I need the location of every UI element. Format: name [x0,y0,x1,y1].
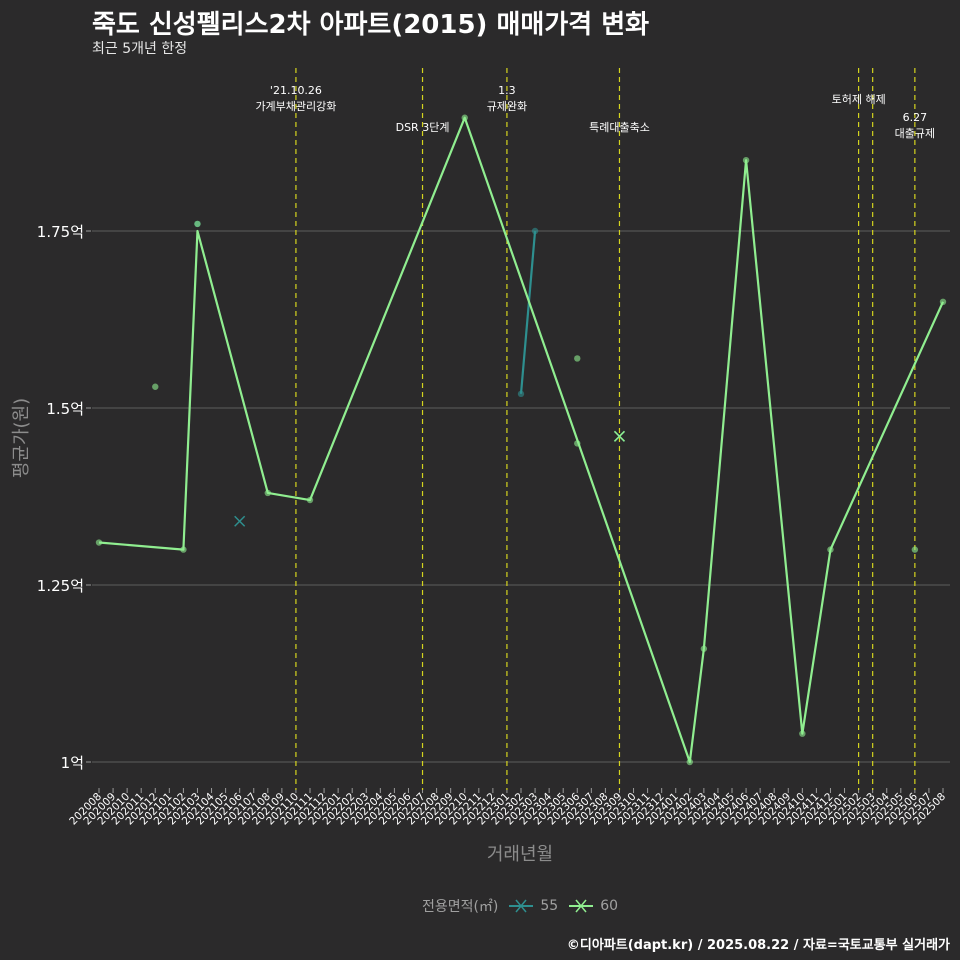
data-point-60 [686,758,693,766]
x-axis-label: 거래년월 [486,844,554,865]
data-point-60 [152,383,159,390]
legend-label-60: 60 [600,898,619,914]
y-tick-label: 1.25억 [37,577,84,595]
data-point-60 [574,355,581,362]
cross-marker-55 [234,515,246,527]
event-label: DSR 3단계 [396,121,450,134]
data-point-60 [264,489,271,497]
data-point-60 [461,114,468,121]
legend-title: 전용면적(㎡) [421,899,499,915]
data-point-60 [700,645,708,652]
y-axis-label: 평균가(원) [11,397,32,479]
chart-title: 죽도 신성펠리스2차 아파트(2015) 매매가격 변화 [92,10,650,40]
data-point-60 [939,298,947,305]
chart-subtitle: 최근 5개년 한정 [92,41,188,57]
event-label: '21.10.26 가계부채관리강화 [255,84,336,113]
cross-marker-60 [613,430,625,442]
data-point-60 [574,440,581,447]
data-point-60 [799,730,806,737]
legend-swatch-55 [509,899,534,913]
source-footer: ©디아파트(dapt.kr) / 2025.08.22 / 자료=국토교통부 실… [566,938,950,953]
legend-item-60: 60 [568,898,618,914]
data-point-55 [531,227,539,235]
data-point-60 [911,546,919,553]
data-point-60 [306,496,314,504]
series-line-55 [519,230,537,394]
event-label: 6.27 대출규제 [895,111,935,140]
data-point-60 [95,539,103,546]
data-point-60 [194,220,201,228]
data-point-55 [517,390,525,398]
event-label: 1.3 규제완화 [487,84,527,113]
data-point-60 [742,157,750,164]
event-label: 특례대출축소 [589,121,650,134]
y-tick-label: 1.75억 [37,223,84,241]
y-tick-label: 1억 [61,754,84,772]
data-point-60 [827,546,834,553]
series-line-60 [98,116,945,764]
event-label: 토허제 해제 [832,92,886,106]
legend-label-55: 55 [540,898,559,914]
y-tick-label: 1.5억 [46,400,84,418]
legend-swatch-60 [569,899,594,913]
legend: 전용면적(㎡) 55 60 [0,896,960,916]
legend-item-55: 55 [508,898,558,914]
data-point-60 [180,546,187,553]
